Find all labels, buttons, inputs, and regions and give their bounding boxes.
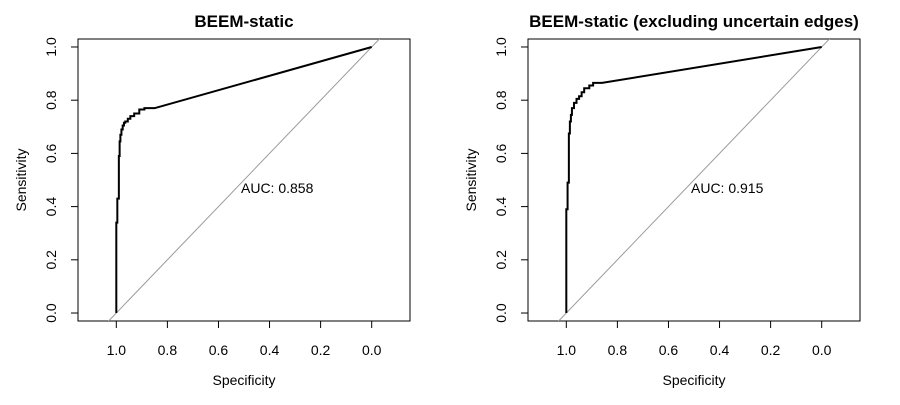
- x-tick-label: 0.4: [260, 342, 280, 358]
- y-tick-label: 0.8: [43, 90, 59, 110]
- x-tick-label: 1.0: [107, 342, 127, 358]
- y-tick-label: 0.4: [493, 197, 509, 217]
- x-tick-label: 0.2: [761, 342, 781, 358]
- roc-panel-beem-static: BEEM-static Specificity Sensitivity AUC:…: [13, 12, 411, 388]
- roc-curve: [565, 45, 822, 314]
- y-tick-label: 1.0: [43, 37, 59, 57]
- y-tick-label: 0.2: [493, 250, 509, 270]
- x-tick-label: 0.6: [209, 342, 229, 358]
- x-axis-label: Specificity: [212, 372, 275, 388]
- y-tick-label: 0.0: [493, 303, 509, 323]
- chart-title: BEEM-static: [194, 12, 293, 31]
- auc-annotation: AUC: 0.915: [691, 180, 764, 196]
- plot-frame: [527, 38, 861, 322]
- y-tick-label: 0.6: [43, 143, 59, 163]
- y-tick-label: 0.0: [43, 303, 59, 323]
- x-tick-label: 0.4: [710, 342, 730, 358]
- y-tick-label: 0.6: [493, 143, 509, 163]
- x-tick-label: 0.8: [608, 342, 628, 358]
- roc-curve: [115, 46, 372, 314]
- x-tick-label: 0.0: [362, 342, 382, 358]
- y-tick-label: 0.8: [493, 90, 509, 110]
- x-tick-label: 0.8: [158, 342, 178, 358]
- y-axis-label: Sensitivity: [13, 148, 29, 211]
- reference-diagonal-line: [557, 39, 831, 321]
- roc-panel-beem-static-excluding: BEEM-static (excluding uncertain edges) …: [463, 12, 861, 388]
- plot-frame: [77, 38, 411, 322]
- x-axis-label: Specificity: [662, 372, 725, 388]
- x-tick-label: 0.2: [311, 342, 331, 358]
- y-tick-label: 1.0: [493, 37, 509, 57]
- x-tick-label: 0.6: [659, 342, 679, 358]
- x-tick-label: 1.0: [557, 342, 577, 358]
- x-tick-label: 0.0: [812, 342, 832, 358]
- y-axis-label: Sensitivity: [463, 148, 479, 211]
- reference-diagonal-line: [107, 39, 381, 321]
- y-tick-label: 0.2: [43, 250, 59, 270]
- y-tick-label: 0.4: [43, 197, 59, 217]
- chart-title: BEEM-static (excluding uncertain edges): [529, 12, 859, 31]
- auc-annotation: AUC: 0.858: [241, 180, 314, 196]
